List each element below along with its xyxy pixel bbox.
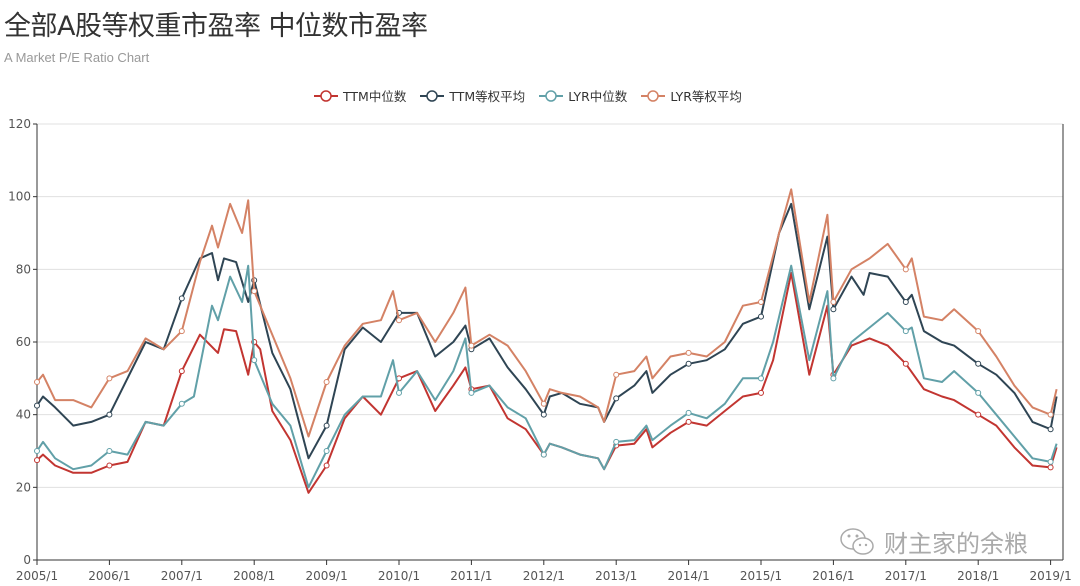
y-tick-label: 80 bbox=[16, 262, 31, 276]
data-point bbox=[1047, 411, 1054, 418]
watermark-text: 财主家的余粮 bbox=[884, 530, 1028, 558]
x-tick-label: 2019/1 bbox=[1029, 569, 1071, 583]
data-point bbox=[613, 395, 620, 402]
data-point bbox=[758, 375, 764, 382]
x-tick-label: 2005/1 bbox=[16, 569, 58, 583]
data-point bbox=[758, 389, 764, 396]
legend-symbol-icon bbox=[314, 89, 338, 102]
data-point bbox=[685, 349, 692, 356]
data-point bbox=[902, 299, 909, 306]
data-point bbox=[1047, 458, 1054, 465]
data-point bbox=[106, 375, 113, 382]
data-point bbox=[106, 448, 113, 454]
data-point bbox=[975, 328, 982, 335]
data-point bbox=[178, 295, 185, 302]
data-point bbox=[685, 360, 692, 367]
data-point bbox=[830, 375, 837, 382]
data-point bbox=[323, 422, 330, 429]
legend-label: LYR等权平均 bbox=[670, 89, 742, 104]
y-tick-label: 20 bbox=[16, 480, 31, 494]
data-point bbox=[106, 462, 113, 469]
legend-label: TTM等权平均 bbox=[449, 89, 526, 104]
data-point bbox=[1047, 464, 1054, 471]
data-point bbox=[323, 462, 330, 469]
data-point bbox=[251, 357, 258, 364]
chart-subtitle: A Market P/E Ratio Chart bbox=[4, 50, 150, 65]
legend-label: LYR中位数 bbox=[568, 89, 628, 104]
data-point bbox=[830, 306, 837, 313]
x-tick-label: 2010/1 bbox=[378, 569, 420, 583]
data-point bbox=[902, 360, 909, 367]
legend: TTM中位数 TTM等权平均 LYR中位数 LYR等权平均 bbox=[314, 86, 742, 105]
data-point bbox=[468, 342, 475, 349]
data-point bbox=[323, 378, 330, 385]
x-tick-label: 2015/1 bbox=[740, 569, 782, 583]
y-tick-label: 120 bbox=[8, 117, 31, 131]
x-tick-label: 2009/1 bbox=[305, 569, 347, 583]
data-point bbox=[34, 378, 40, 385]
legend-symbol-icon bbox=[420, 89, 445, 102]
legend-symbol-icon bbox=[539, 89, 564, 102]
data-point bbox=[106, 411, 113, 418]
x-tick-label: 2014/1 bbox=[667, 569, 709, 583]
data-point bbox=[830, 299, 837, 306]
wechat-icon bbox=[840, 527, 874, 555]
x-tick-label: 2013/1 bbox=[595, 569, 637, 583]
data-point bbox=[902, 266, 909, 273]
series-line-0 bbox=[36, 272, 1058, 494]
legend-item[interactable]: LYR中位数 bbox=[539, 86, 627, 105]
data-point bbox=[540, 400, 547, 407]
x-tick-label: 2018/1 bbox=[957, 569, 999, 583]
data-point bbox=[685, 409, 692, 416]
data-point bbox=[975, 411, 982, 418]
x-tick-label: 2011/1 bbox=[450, 569, 492, 583]
watermark: 财主家的余粮 bbox=[838, 524, 1028, 559]
x-tick-label: 2008/1 bbox=[233, 569, 275, 583]
legend-symbol-icon bbox=[641, 89, 666, 102]
data-point bbox=[178, 368, 185, 375]
x-tick-label: 2012/1 bbox=[523, 569, 565, 583]
y-tick-label: 100 bbox=[8, 190, 31, 204]
data-point bbox=[613, 371, 620, 378]
legend-item[interactable]: TTM中位数 bbox=[314, 86, 406, 105]
data-point bbox=[323, 448, 330, 454]
data-point bbox=[758, 299, 764, 306]
data-point bbox=[178, 328, 185, 335]
data-point bbox=[902, 328, 909, 335]
y-tick-label: 60 bbox=[16, 335, 31, 349]
data-point bbox=[34, 457, 40, 464]
legend-item[interactable]: TTM等权平均 bbox=[420, 86, 525, 105]
data-point bbox=[251, 288, 258, 295]
chart-title: 全部A股等权重市盈率 中位数市盈率 bbox=[4, 11, 428, 42]
data-point bbox=[540, 411, 547, 418]
data-point bbox=[396, 389, 402, 396]
data-point bbox=[975, 389, 982, 396]
x-tick-label: 2007/1 bbox=[161, 569, 203, 583]
data-point bbox=[468, 389, 475, 396]
y-tick-label: 0 bbox=[23, 553, 31, 567]
legend-item[interactable]: LYR等权平均 bbox=[641, 86, 742, 105]
data-point bbox=[613, 438, 620, 445]
data-point bbox=[540, 451, 547, 458]
x-tick-label: 2016/1 bbox=[812, 569, 854, 583]
data-point bbox=[396, 317, 402, 324]
data-point bbox=[34, 448, 40, 454]
x-tick-label: 2006/1 bbox=[88, 569, 130, 583]
y-tick-label: 40 bbox=[16, 408, 31, 422]
data-point bbox=[1047, 426, 1054, 433]
data-point bbox=[975, 360, 982, 367]
legend-label: TTM中位数 bbox=[343, 89, 407, 104]
x-tick-label: 2017/1 bbox=[885, 569, 927, 583]
data-point bbox=[685, 418, 692, 425]
data-point bbox=[758, 313, 764, 320]
series-line-1 bbox=[36, 202, 1058, 460]
data-point bbox=[178, 400, 185, 407]
data-point bbox=[34, 402, 40, 409]
